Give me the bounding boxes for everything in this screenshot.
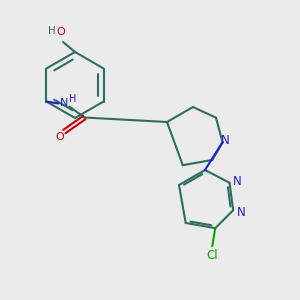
Text: N: N (233, 175, 242, 188)
Text: Cl: Cl (206, 249, 218, 262)
Text: N: N (60, 98, 69, 109)
Text: O: O (57, 27, 65, 37)
Text: N: N (237, 206, 246, 219)
Text: N: N (221, 134, 230, 147)
Text: H: H (48, 26, 56, 36)
Text: H: H (69, 94, 76, 104)
Text: O: O (55, 131, 64, 142)
